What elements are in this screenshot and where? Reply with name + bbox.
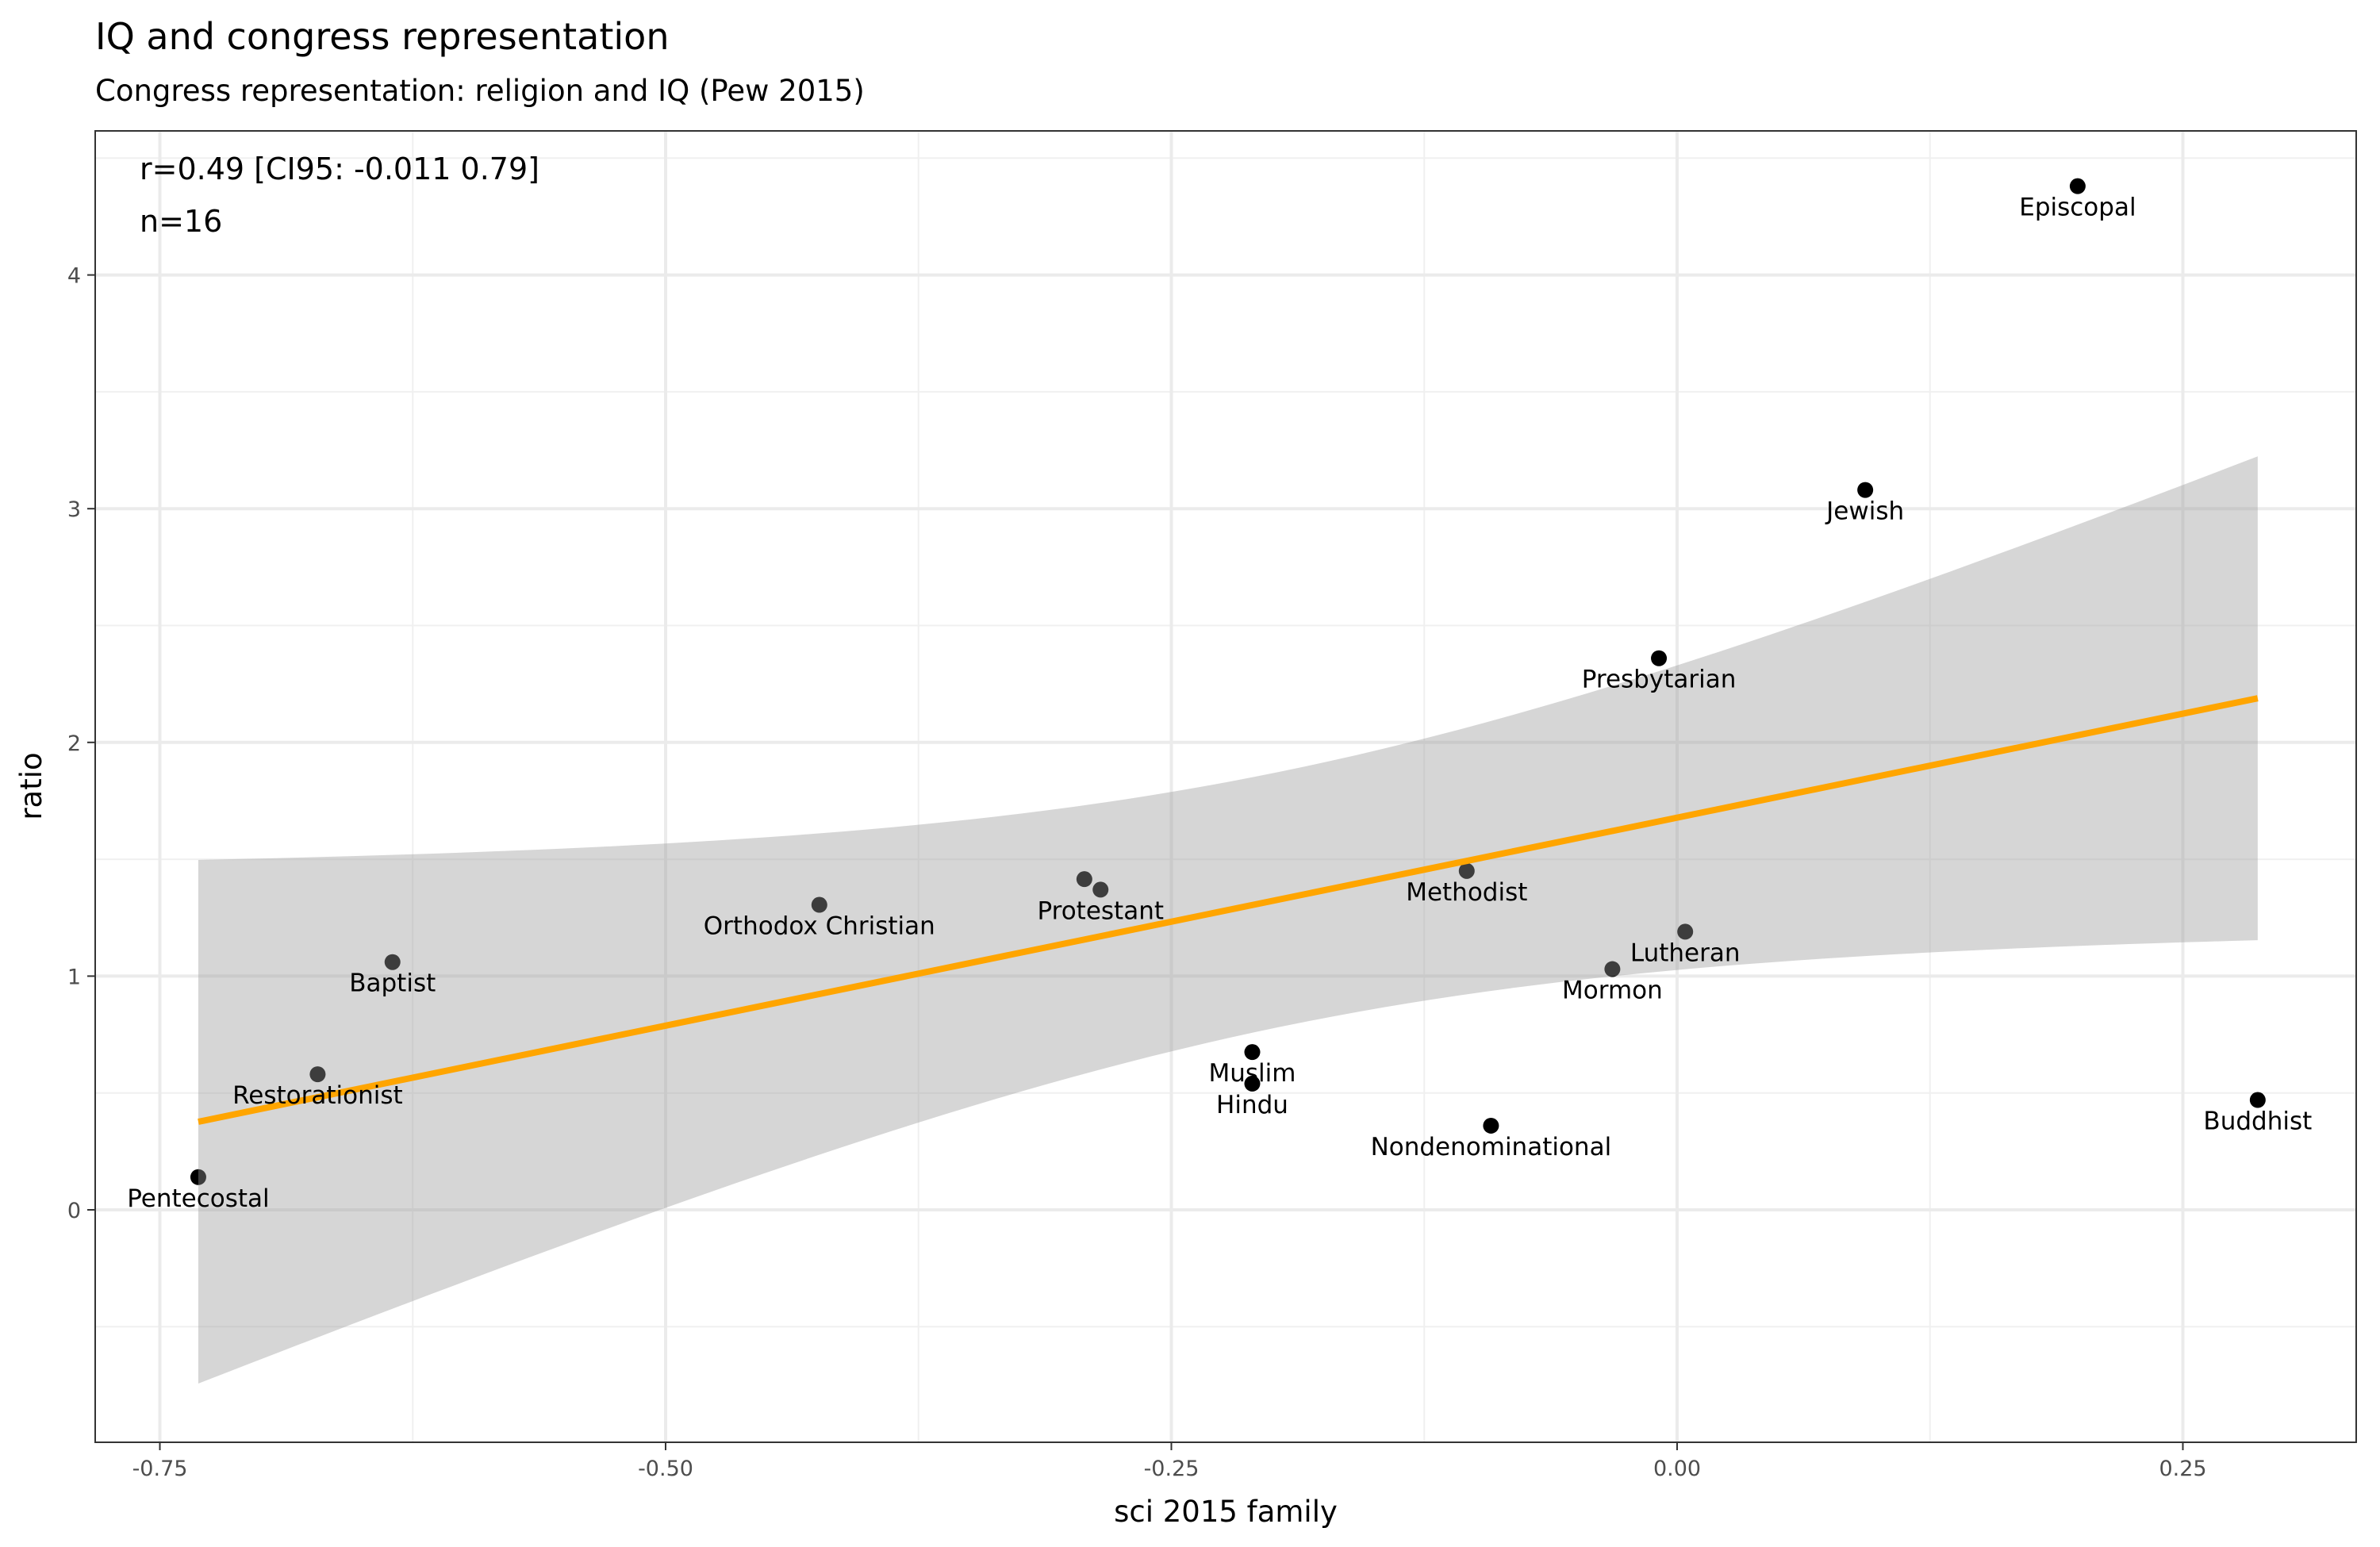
data-point [2069,178,2086,194]
point-label: Protestant [1037,896,1164,925]
y-tick-label: 4 [67,264,81,289]
data-points [190,178,2266,1185]
data-point [1244,1075,1261,1092]
point-labels: Episcopal Jewish Presbytarian Methodist Luth… [127,194,2312,1213]
data-point [309,1066,326,1083]
data-point [1604,961,1621,977]
data-point [2249,1092,2266,1108]
data-point [1092,881,1109,898]
chart-title: IQ and congress representation [95,15,669,58]
y-tick-label: 1 [67,965,81,989]
grid-lines [95,131,2356,1442]
y-tick-label: 0 [67,1199,81,1223]
chart-subtitle: Congress representation: religion and IQ… [95,74,865,108]
x-tick-label: -0.25 [1144,1457,1200,1481]
x-tick-label: -0.75 [132,1457,188,1481]
x-axis-title: sci 2015 family [1114,1495,1338,1529]
point-label: Muslim [1209,1059,1296,1088]
confidence-ribbon [198,456,2258,1384]
point-label: Buddhist [2203,1107,2312,1136]
panel-border [94,130,2357,1443]
annotation-r: r=0.49 [CI95: -0.011 0.79] [140,152,539,186]
data-point [1458,862,1475,879]
point-label: Baptist [349,969,436,998]
confidence-ribbon-group [198,456,2259,1384]
data-point [1076,871,1092,888]
data-point [811,896,827,913]
point-label: Pentecostal [127,1184,269,1213]
data-point [1483,1117,1499,1134]
point-label: Orthodox Christian [704,912,935,941]
point-label: Mormon [1562,977,1663,1005]
axes: -0.75 -0.50 -0.25 0.00 0.25 0 1 2 3 4 [67,264,2207,1481]
point-label: Methodist [1406,878,1527,907]
data-point [1244,1044,1261,1061]
x-tick-label: 0.25 [2159,1457,2206,1481]
point-label: Episcopal [2019,194,2136,222]
y-tick-label: 2 [67,731,81,756]
point-label: Jewish [1825,497,1904,526]
x-tick-label: -0.50 [638,1457,693,1481]
plot-panel [95,131,2356,1442]
data-point [384,954,401,970]
y-tick-label: 3 [67,497,81,522]
data-point [1651,650,1668,666]
x-tick-label: 0.00 [1653,1457,1701,1481]
regression-line [198,695,2259,1125]
point-label: Hindu [1216,1091,1288,1119]
data-point [1857,482,1874,498]
point-label: Restorationist [232,1081,403,1110]
point-label: Nondenominational [1371,1133,1612,1161]
data-point [1677,923,1694,940]
point-label: Presbytarian [1582,666,1737,694]
y-axis-title: ratio [14,752,48,820]
annotation-n: n=16 [140,204,222,239]
point-label: Lutheran [1630,939,1741,967]
data-point [190,1169,206,1185]
